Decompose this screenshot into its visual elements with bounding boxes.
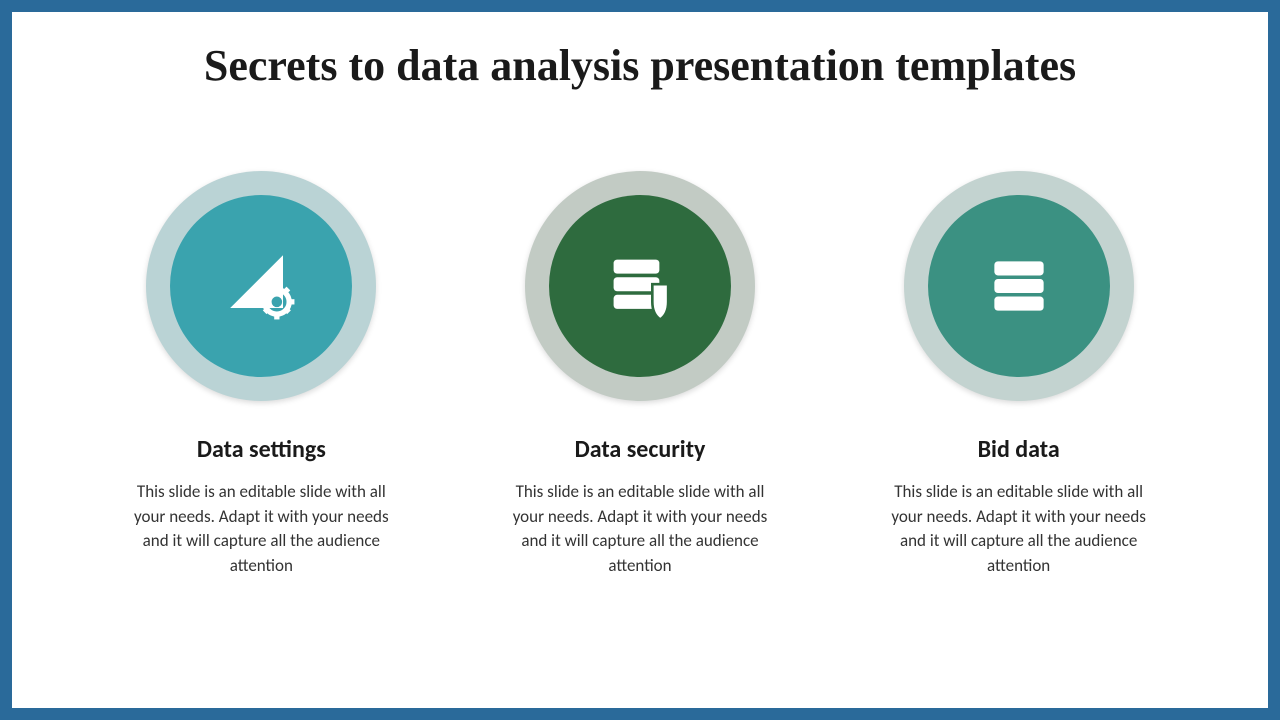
item-bid-data: Bid data This slide is an editable slide…	[869, 171, 1169, 579]
circle-outer-0	[146, 171, 376, 401]
items-row: Data settings This slide is an editable …	[12, 171, 1268, 579]
circle-outer-1	[525, 171, 755, 401]
circle-inner-1	[549, 195, 731, 377]
item-title-2: Bid data	[978, 435, 1060, 464]
server-shield-icon	[596, 242, 684, 330]
slide-title: Secrets to data analysis presentation te…	[12, 40, 1268, 91]
signal-gear-icon	[217, 242, 305, 330]
circle-inner-2	[928, 195, 1110, 377]
item-desc-0: This slide is an editable slide with all…	[111, 480, 411, 579]
slide-frame: Secrets to data analysis presentation te…	[0, 0, 1280, 720]
item-data-settings: Data settings This slide is an editable …	[111, 171, 411, 579]
item-desc-1: This slide is an editable slide with all…	[490, 480, 790, 579]
circle-inner-0	[170, 195, 352, 377]
server-stack-icon	[975, 242, 1063, 330]
circle-outer-2	[904, 171, 1134, 401]
item-title-0: Data settings	[197, 435, 326, 464]
item-data-security: Data security This slide is an editable …	[490, 171, 790, 579]
item-title-1: Data security	[575, 435, 706, 464]
item-desc-2: This slide is an editable slide with all…	[869, 480, 1169, 579]
